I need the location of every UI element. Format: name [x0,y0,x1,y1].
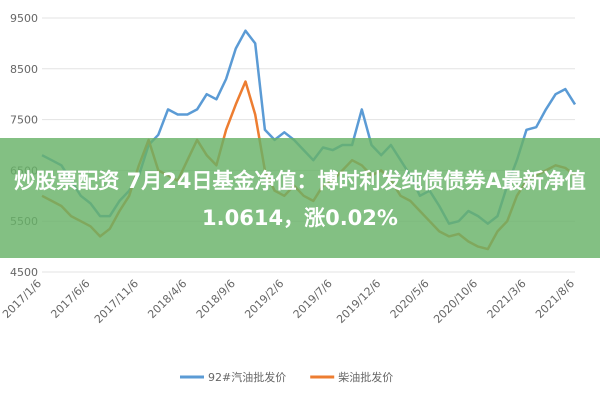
banner-text: 炒股票配资 7月24日基金净值：博时利发纯债债券A最新净值1.0614，涨0.0… [14,169,586,230]
legend-label: 柴油批发价 [338,370,393,384]
x-tick-label: 2021/3/6 [485,277,529,321]
x-tick-label: 2018/4/6 [145,277,189,321]
x-tick-label: 2017/6/6 [48,277,92,321]
y-tick-label: 7500 [10,114,38,127]
x-tick-label: 2019/7/6 [291,277,335,321]
x-tick-label: 2019/12/6 [334,277,383,326]
y-tick-label: 9500 [10,12,38,25]
legend-label: 92#汽油批发价 [208,370,286,384]
x-tick-label: 2021/8/6 [533,277,577,321]
x-tick-label: 2020/10/6 [431,277,480,326]
x-tick-label: 2019/2/6 [242,277,286,321]
x-tick-label: 2017/11/6 [92,277,141,326]
y-tick-label: 4500 [10,266,38,279]
y-tick-label: 8500 [10,63,38,76]
x-tick-label: 2018/9/6 [194,277,238,321]
x-tick-label: 2017/1/6 [0,277,44,321]
x-tick-label: 2020/5/6 [388,277,432,321]
banner: 炒股票配资 7月24日基金净值：博时利发纯债债券A最新净值1.0614，涨0.0… [0,138,600,258]
